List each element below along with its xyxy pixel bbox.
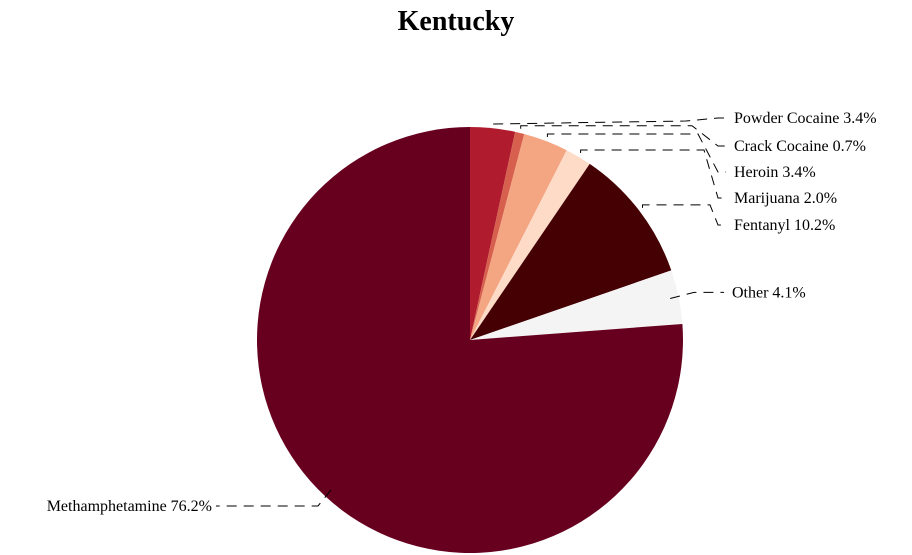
slice-label-heroin: Heroin 3.4% (734, 164, 816, 181)
slice-label-crack-cocaine: Crack Cocaine 0.7% (734, 138, 866, 155)
leader-line-powder-cocaine (493, 118, 726, 124)
slice-label-other: Other 4.1% (732, 284, 806, 301)
slice-label-marijuana: Marijuana 2.0% (734, 190, 837, 207)
leader-line-crack-cocaine (521, 126, 726, 146)
leader-line-fentanyl (643, 205, 727, 225)
slice-label-powder-cocaine: Powder Cocaine 3.4% (734, 110, 877, 127)
leader-line-methamphetamine (216, 490, 331, 506)
pie-slices (257, 127, 683, 553)
slice-label-methamphetamine: Methamphetamine 76.2% (47, 498, 212, 515)
slice-label-fentanyl: Fentanyl 10.2% (734, 217, 835, 234)
